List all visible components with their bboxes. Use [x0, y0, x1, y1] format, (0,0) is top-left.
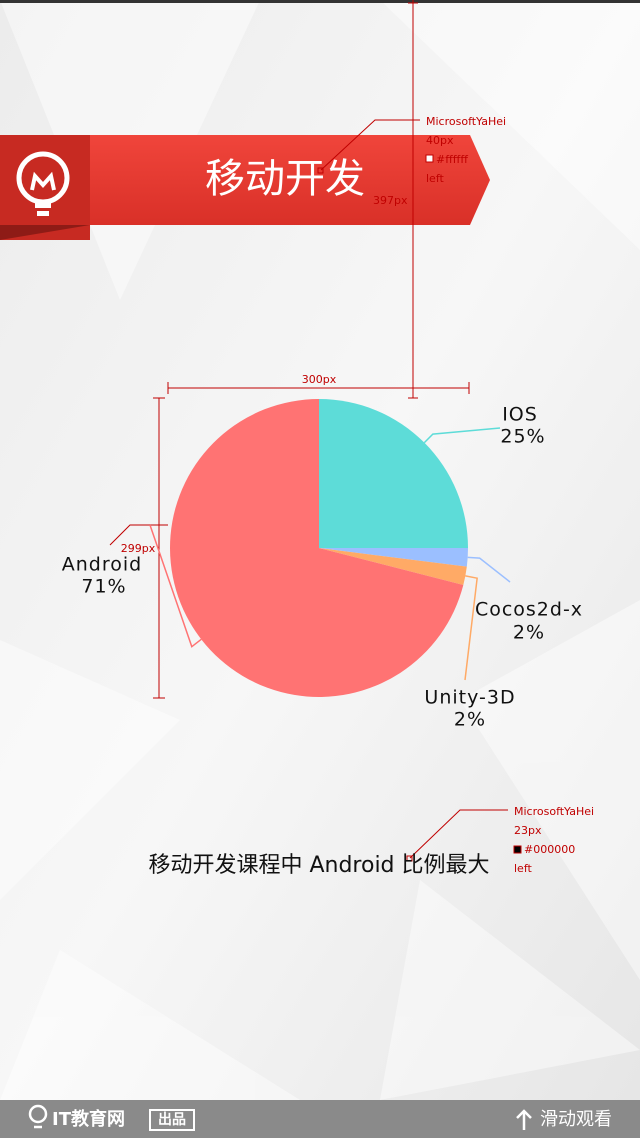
leader-line — [423, 427, 501, 444]
footer-badge: 出品 — [158, 1111, 186, 1128]
slice-label: Cocos2d-x — [475, 599, 583, 621]
swipe-hint[interactable]: 滑动观看 — [540, 1109, 612, 1130]
slice-value: 2% — [513, 622, 545, 644]
spec-color: #ffffff — [436, 153, 468, 166]
spec-height: 299px — [121, 542, 156, 555]
caption: 移动开发课程中 Android 比例最大 — [148, 853, 489, 878]
ribbon-fold — [0, 225, 90, 240]
spec-offset: 397px — [373, 194, 408, 207]
leader-line — [149, 524, 202, 648]
status-bar — [0, 0, 640, 3]
spec-size: 23px — [514, 824, 542, 837]
footer-badge-box — [149, 1109, 195, 1131]
swipe-arrow[interactable] — [516, 1109, 532, 1130]
spec-align: left — [514, 862, 533, 875]
footer-bar — [0, 1100, 640, 1138]
footer-bulb — [28, 1104, 48, 1129]
slice-value: 25% — [500, 426, 545, 448]
slice-label: IOS — [502, 404, 538, 426]
spec-font: MicrosoftYaHei — [426, 115, 506, 128]
spec-align: left — [426, 172, 445, 185]
pie-slice — [170, 399, 464, 697]
leader-line — [467, 556, 511, 583]
leader-line — [464, 575, 478, 681]
ribbon-icon-bg — [0, 135, 90, 240]
slice-label: Unity-3D — [424, 687, 515, 709]
pie-slice — [319, 548, 467, 586]
spec-width: 300px — [302, 373, 337, 386]
slice-value: 2% — [454, 709, 486, 731]
slice-label: Android — [62, 554, 142, 576]
title-ribbon — [0, 135, 490, 225]
pie-slice — [319, 399, 468, 548]
spec-font: MicrosoftYaHei — [514, 805, 594, 818]
spec-swatch — [425, 154, 434, 163]
spec-swatch — [513, 845, 522, 854]
spec-color: #000000 — [524, 843, 575, 856]
banner-title: 移动开发 — [205, 156, 365, 202]
spec-lines — [109, 0, 508, 862]
spec-size: 40px — [426, 134, 454, 147]
bulb-icon — [16, 151, 70, 216]
footer-brand: IT教育网 — [52, 1108, 125, 1130]
pie-slice — [319, 548, 468, 567]
slice-value: 71% — [81, 576, 126, 598]
